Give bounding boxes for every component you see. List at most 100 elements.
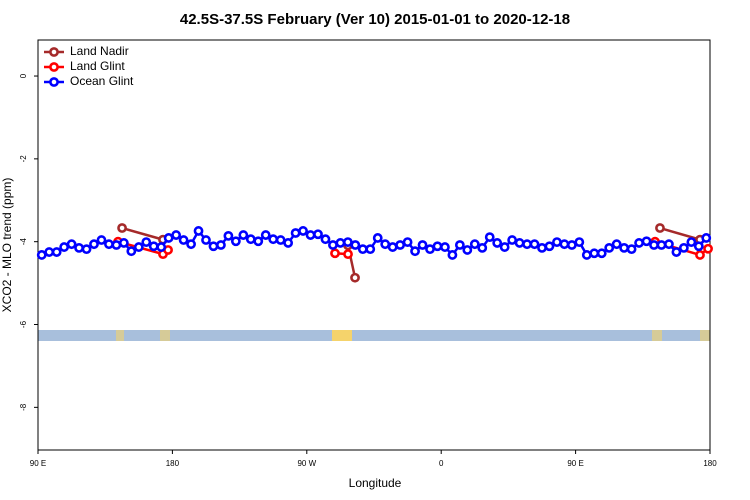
data-point bbox=[163, 233, 174, 243]
data-point bbox=[566, 240, 577, 250]
y-tick-label: -2 bbox=[19, 155, 28, 163]
data-point bbox=[581, 250, 592, 260]
data-point bbox=[342, 237, 353, 248]
data-point bbox=[380, 239, 391, 250]
data-point bbox=[529, 239, 540, 250]
data-point bbox=[655, 223, 665, 233]
data-point bbox=[634, 238, 644, 248]
data-point bbox=[141, 237, 152, 248]
y-tick-label: -6 bbox=[19, 320, 28, 328]
data-point bbox=[44, 247, 55, 257]
data-point bbox=[425, 244, 435, 255]
data-point bbox=[133, 242, 144, 252]
data-point bbox=[664, 239, 674, 250]
y-tick-label: -4 bbox=[19, 238, 28, 246]
x-tick-label: 180 bbox=[703, 459, 717, 468]
data-point bbox=[89, 239, 99, 250]
data-point bbox=[417, 240, 428, 250]
data-point bbox=[678, 242, 689, 253]
legend-label: Ocean Glint bbox=[70, 74, 134, 88]
data-point bbox=[611, 239, 622, 250]
data-point bbox=[695, 250, 705, 260]
data-point bbox=[499, 242, 510, 252]
data-point bbox=[447, 250, 458, 260]
data-point bbox=[193, 226, 204, 236]
data-point bbox=[156, 242, 167, 252]
data-point bbox=[619, 242, 630, 253]
legend-marker bbox=[49, 62, 59, 72]
data-point bbox=[298, 226, 308, 236]
data-point bbox=[335, 238, 346, 248]
data-point bbox=[66, 239, 77, 250]
data-point bbox=[387, 242, 398, 252]
data-point bbox=[260, 230, 271, 240]
data-point bbox=[343, 249, 353, 260]
data-point bbox=[537, 242, 547, 253]
data-point bbox=[454, 240, 465, 250]
data-point bbox=[649, 240, 659, 250]
data-point bbox=[462, 245, 473, 255]
data-point bbox=[118, 238, 129, 248]
data-point bbox=[223, 230, 234, 241]
data-point bbox=[432, 241, 443, 252]
data-point bbox=[230, 236, 241, 247]
data-point bbox=[208, 241, 219, 252]
data-point bbox=[330, 248, 340, 259]
data-point bbox=[514, 238, 525, 248]
data-point bbox=[350, 240, 361, 250]
data-point bbox=[74, 242, 84, 253]
data-point bbox=[671, 247, 682, 257]
x-tick-label: 180 bbox=[166, 459, 180, 468]
data-point bbox=[641, 236, 652, 247]
data-point bbox=[522, 239, 532, 250]
data-point bbox=[238, 230, 249, 240]
data-point bbox=[216, 240, 226, 250]
data-point bbox=[357, 244, 368, 255]
data-point bbox=[440, 242, 450, 252]
data-point bbox=[469, 239, 480, 250]
x-tick-label: 90 E bbox=[30, 459, 46, 468]
x-tick-label: 0 bbox=[439, 459, 444, 468]
data-point bbox=[36, 250, 47, 260]
data-point bbox=[604, 242, 615, 253]
data-point bbox=[96, 235, 107, 245]
data-point bbox=[313, 229, 323, 240]
y-tick-label: -8 bbox=[19, 403, 28, 411]
data-point bbox=[410, 246, 420, 257]
x-tick-label: 90 W bbox=[297, 459, 316, 468]
data-point bbox=[59, 242, 70, 252]
data-point bbox=[484, 232, 495, 243]
data-point bbox=[171, 230, 182, 240]
data-point bbox=[589, 248, 600, 259]
series-line bbox=[121, 226, 164, 241]
data-point bbox=[477, 242, 488, 253]
y-axis-label: XCO2 - MLO trend (ppm) bbox=[0, 178, 14, 313]
data-point bbox=[126, 246, 137, 257]
data-point bbox=[701, 233, 712, 243]
data-point bbox=[81, 244, 92, 255]
data-point bbox=[51, 247, 62, 257]
legend-marker bbox=[49, 77, 59, 87]
data-point bbox=[253, 236, 264, 247]
data-point bbox=[574, 237, 585, 248]
chart-title: 42.5S-37.5S February (Ver 10) 2015-01-01… bbox=[180, 11, 570, 28]
x-tick-label: 90 E bbox=[567, 459, 583, 468]
legend-label: Land Glint bbox=[70, 59, 125, 73]
series-line bbox=[659, 226, 701, 241]
data-point bbox=[395, 240, 406, 250]
data-point bbox=[626, 244, 637, 255]
data-point bbox=[186, 239, 196, 250]
legend-label: Land Nadir bbox=[70, 44, 129, 58]
data-point bbox=[402, 237, 413, 248]
data-point bbox=[328, 240, 338, 250]
data-point bbox=[507, 235, 518, 245]
data-point bbox=[703, 243, 713, 254]
land-ocean-band bbox=[38, 330, 710, 341]
y-tick-label: 0 bbox=[19, 73, 28, 78]
data-point bbox=[283, 238, 294, 248]
data-point bbox=[365, 244, 376, 255]
data-point bbox=[372, 233, 383, 243]
data-point bbox=[201, 235, 211, 245]
data-point bbox=[686, 237, 697, 248]
data-point bbox=[492, 238, 503, 248]
